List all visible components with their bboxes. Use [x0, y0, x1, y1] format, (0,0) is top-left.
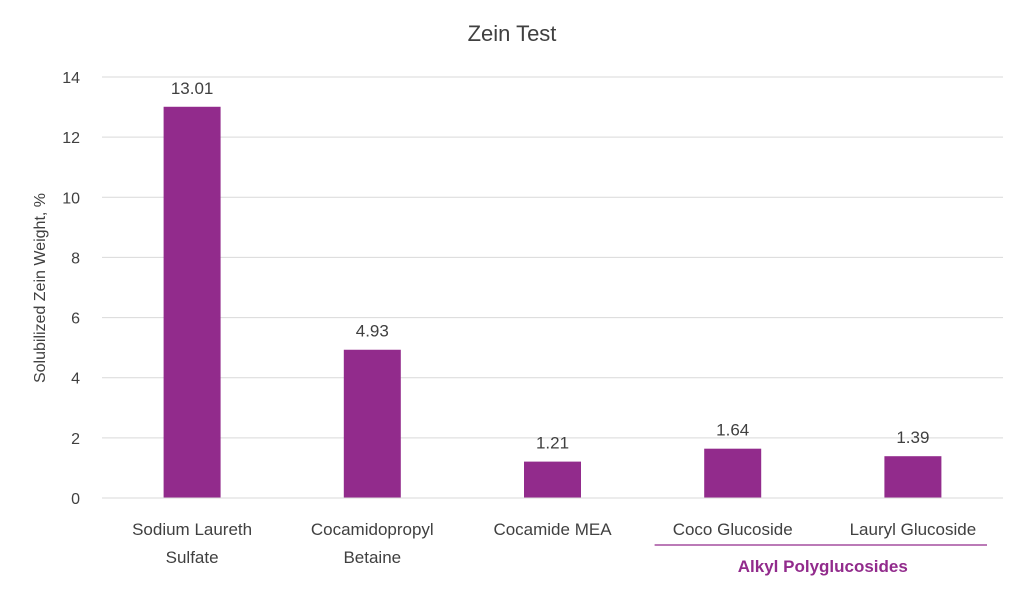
gridlines — [102, 76, 1003, 439]
data-labels: 13.01 4.93 1.21 1.64 1.39 — [171, 79, 930, 453]
category-label: Coco Glucoside — [673, 520, 793, 539]
y-tick-label: 10 — [62, 190, 80, 207]
bar — [524, 461, 581, 498]
category-labels: Sodium Laureth Sulfate Cocamidopropyl Betai… — [132, 520, 976, 567]
category-label: Sulfate — [166, 548, 219, 567]
data-label: 13.01 — [171, 79, 214, 98]
bar — [884, 456, 942, 498]
y-tick-label: 8 — [71, 250, 80, 267]
category-label: Betaine — [343, 548, 401, 567]
y-tick-label: 4 — [71, 371, 80, 388]
group-label: Alkyl Polyglucosides — [738, 557, 908, 576]
category-label: Cocamidopropyl — [311, 520, 434, 539]
data-label: 1.21 — [536, 434, 569, 453]
y-tick-label: 6 — [71, 311, 80, 328]
y-tick-label: 14 — [62, 70, 80, 87]
y-tick-label: 0 — [71, 491, 80, 508]
bar — [163, 106, 221, 498]
data-label: 1.39 — [896, 428, 929, 447]
y-tick-label: 12 — [62, 130, 80, 147]
category-label: Lauryl Glucoside — [850, 520, 977, 539]
category-label: Sodium Laureth — [132, 520, 252, 539]
chart-title: Zein Test — [468, 21, 557, 46]
bar — [704, 448, 762, 498]
y-axis-label: Solubilized Zein Weight, % — [32, 193, 49, 383]
bar — [343, 349, 401, 498]
y-tick-label: 2 — [71, 431, 80, 448]
bars — [163, 106, 942, 498]
data-label: 1.64 — [716, 421, 749, 440]
category-label: Cocamide MEA — [493, 520, 612, 539]
data-label: 4.93 — [356, 322, 389, 341]
group-annotation: Alkyl Polyglucosides — [654, 544, 987, 576]
y-axis-ticks: 0 2 4 6 8 10 12 14 — [62, 70, 80, 508]
